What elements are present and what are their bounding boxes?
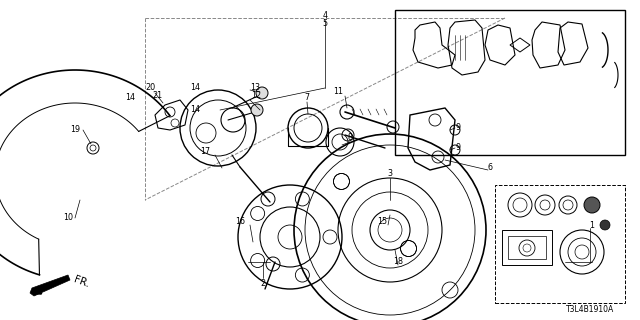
Circle shape — [584, 197, 600, 213]
Bar — [395, 10, 625, 155]
Text: 12: 12 — [251, 92, 261, 100]
Text: 14: 14 — [190, 106, 200, 115]
Text: FR.: FR. — [72, 275, 90, 289]
Text: 11: 11 — [333, 87, 343, 97]
Text: 13: 13 — [250, 83, 260, 92]
Text: 9: 9 — [456, 143, 461, 153]
Bar — [508, 236, 546, 259]
Text: 1: 1 — [589, 220, 595, 229]
Text: 3: 3 — [387, 170, 392, 179]
Circle shape — [600, 220, 610, 230]
Text: 9: 9 — [456, 124, 461, 132]
Text: 21: 21 — [152, 92, 162, 100]
Circle shape — [256, 87, 268, 99]
Text: 5: 5 — [323, 20, 328, 28]
Text: 16: 16 — [235, 218, 245, 227]
Text: 6: 6 — [488, 164, 493, 172]
Text: 8: 8 — [348, 133, 353, 142]
Text: 10: 10 — [63, 213, 73, 222]
Text: 17: 17 — [200, 148, 210, 156]
Text: 18: 18 — [393, 258, 403, 267]
Text: 20: 20 — [145, 84, 155, 92]
Text: 2: 2 — [260, 279, 266, 289]
Text: 15: 15 — [377, 218, 387, 227]
Text: 14: 14 — [190, 84, 200, 92]
Circle shape — [251, 104, 263, 116]
Text: 14: 14 — [125, 93, 135, 102]
Polygon shape — [30, 275, 70, 296]
Text: 4: 4 — [323, 11, 328, 20]
Text: 7: 7 — [305, 93, 310, 102]
Text: 19: 19 — [70, 125, 80, 134]
Bar — [502, 230, 552, 265]
Bar — [495, 185, 625, 303]
Text: T3L4B1910A: T3L4B1910A — [566, 306, 614, 315]
